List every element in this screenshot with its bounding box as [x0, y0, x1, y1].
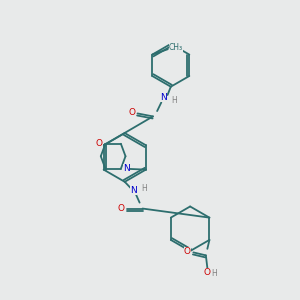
Text: O: O [184, 247, 191, 256]
Text: O: O [96, 139, 103, 148]
Text: H: H [171, 96, 177, 105]
Text: O: O [128, 108, 135, 117]
Text: O: O [204, 268, 211, 277]
Text: O: O [118, 204, 125, 213]
Text: CH₃: CH₃ [169, 43, 183, 52]
Text: H: H [141, 184, 147, 193]
Text: N: N [160, 93, 167, 102]
Text: H: H [211, 269, 217, 278]
Text: N: N [130, 186, 137, 195]
Text: N: N [123, 164, 130, 173]
